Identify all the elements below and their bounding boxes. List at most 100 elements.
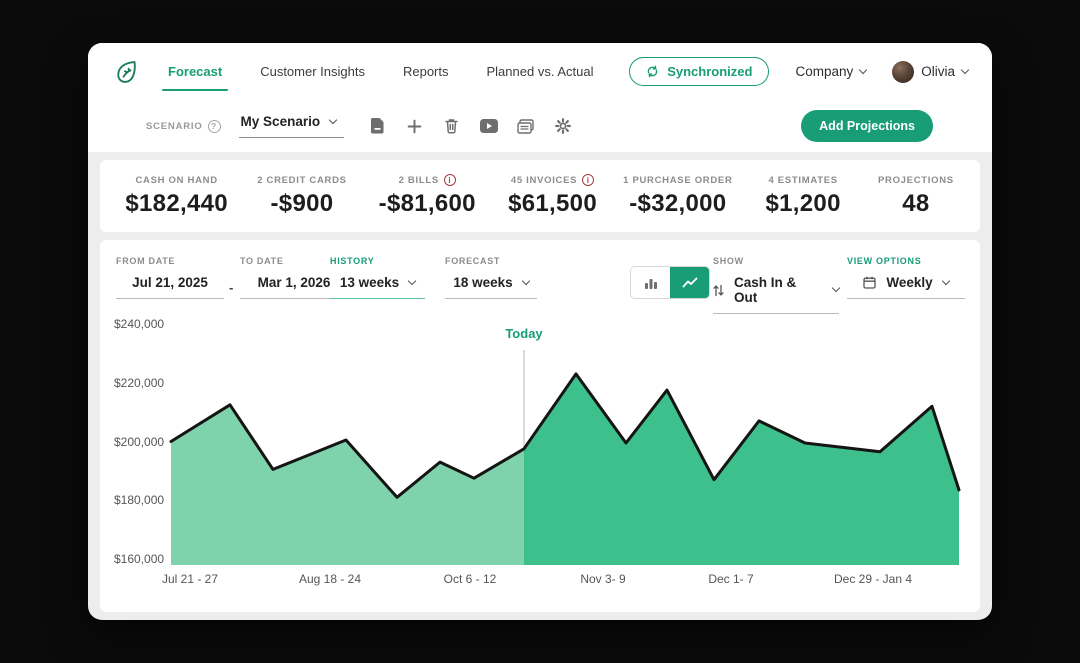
- to-date-label: TO DATE: [240, 256, 284, 266]
- stat-credit-cards[interactable]: 2 CREDIT CARDS -$900: [239, 175, 364, 218]
- chevron-down-icon: [407, 276, 417, 285]
- x-axis-tick: Dec 1- 7: [708, 572, 754, 586]
- chevron-down-icon: [831, 283, 841, 293]
- user-name: Olivia: [921, 64, 955, 79]
- app-logo-icon[interactable]: [112, 57, 142, 87]
- scenario-select[interactable]: My Scenario: [238, 114, 344, 138]
- stat-estimates[interactable]: 4 ESTIMATES $1,200: [740, 175, 865, 218]
- sync-icon: [646, 65, 659, 78]
- app-window: Forecast Customer Insights Reports Plann…: [88, 43, 992, 620]
- sync-label: Synchronized: [667, 64, 753, 79]
- area-forecast: [524, 373, 959, 565]
- scenario-toolbar: SCENARIO ? My Scenario: [88, 100, 992, 152]
- duplicate-scenario-icon[interactable]: [368, 116, 388, 136]
- video-tutorial-icon[interactable]: [479, 116, 499, 136]
- tab-label: Forecast: [168, 64, 223, 79]
- to-date-field[interactable]: TO DATE Mar 1, 2026: [240, 256, 348, 299]
- scenario-label-text: SCENARIO: [146, 120, 203, 132]
- tab-label: Reports: [402, 64, 449, 79]
- to-date-value: Mar 1, 2026: [257, 275, 331, 290]
- history-label: HISTORY: [330, 256, 375, 266]
- tab-reports[interactable]: Reports: [403, 58, 449, 85]
- chevron-down-icon: [858, 65, 868, 74]
- stat-value: $1,200: [765, 189, 841, 217]
- user-menu[interactable]: Olivia: [892, 60, 970, 83]
- stat-invoices[interactable]: 45 INVOICES i $61,500: [490, 174, 615, 218]
- chevron-down-icon: [521, 276, 530, 285]
- show-value: Cash In & Out: [734, 275, 797, 305]
- company-label: Company: [795, 64, 854, 79]
- stat-bills[interactable]: 2 BILLS i -$81,600: [365, 174, 490, 218]
- add-projections-button[interactable]: Add Projections: [801, 110, 933, 142]
- y-axis-tick: $220,000: [114, 375, 165, 390]
- x-axis-tick: Aug 18 - 24: [298, 572, 362, 586]
- bar-chart-toggle-button[interactable]: [631, 267, 670, 298]
- x-axis-tick: Dec 29 - Jan 4: [833, 572, 913, 586]
- settings-gear-icon[interactable]: [553, 116, 573, 136]
- from-date-field[interactable]: FROM DATE Jul 21, 2025: [116, 256, 224, 299]
- x-axis-tick: Oct 6 - 12: [443, 572, 497, 586]
- tab-label: Planned vs. Actual: [486, 64, 594, 79]
- dashboard-body: CASH ON HAND $182,440 2 CREDIT CARDS -$9…: [88, 152, 992, 620]
- help-icon[interactable]: ?: [207, 119, 221, 133]
- chart-type-toggle: [630, 266, 710, 299]
- from-date-label: FROM DATE: [116, 256, 176, 266]
- forecast-label: FORECAST: [445, 256, 501, 266]
- stat-value: $182,440: [125, 189, 228, 217]
- stat-value: 48: [902, 189, 930, 217]
- alert-info-icon[interactable]: i: [443, 174, 456, 186]
- date-range-separator: -: [229, 280, 234, 295]
- scenario-select-value: My Scenario: [240, 114, 321, 129]
- y-axis-tick: $240,000: [114, 317, 165, 331]
- add-scenario-icon[interactable]: [405, 116, 425, 136]
- stat-value: -$81,600: [378, 190, 476, 217]
- stats-summary-bar: CASH ON HAND $182,440 2 CREDIT CARDS -$9…: [100, 160, 980, 232]
- avatar: [892, 60, 915, 83]
- x-axis-tick: Nov 3- 9: [580, 572, 626, 586]
- chevron-down-icon: [328, 115, 338, 124]
- tab-customer-insights[interactable]: Customer Insights: [260, 58, 365, 85]
- line-chart-toggle-button[interactable]: [670, 267, 709, 298]
- cashflow-area-chart[interactable]: [169, 324, 961, 569]
- nav-tabs: Forecast Customer Insights Reports Plann…: [162, 58, 629, 91]
- company-dropdown[interactable]: Company: [795, 64, 868, 79]
- y-axis-tick: $180,000: [114, 493, 165, 508]
- delete-scenario-icon[interactable]: [442, 116, 462, 136]
- view-options-value: Weekly: [886, 275, 933, 290]
- history-dropdown[interactable]: HISTORY 13 weeks: [330, 256, 425, 299]
- tab-label: Customer Insights: [260, 64, 365, 79]
- synchronized-button[interactable]: Synchronized: [629, 57, 770, 86]
- header-right: Synchronized Company Olivia: [629, 57, 970, 86]
- x-axis-tick: Jul 21 - 27: [161, 572, 219, 586]
- stat-label: 2 BILLS: [398, 174, 439, 186]
- show-label: SHOW: [713, 256, 744, 266]
- view-options-label: VIEW OPTIONS: [847, 256, 922, 266]
- tab-forecast[interactable]: Forecast: [162, 58, 229, 91]
- export-pdf-icon[interactable]: [516, 116, 536, 136]
- stat-label: 4 ESTIMATES: [768, 174, 838, 186]
- stat-label: 2 CREDIT CARDS: [257, 174, 347, 186]
- stat-value: -$32,000: [629, 189, 727, 217]
- view-options-dropdown[interactable]: VIEW OPTIONS Weekly: [847, 256, 965, 299]
- top-nav: Forecast Customer Insights Reports Plann…: [88, 43, 992, 100]
- stat-label: 45 INVOICES: [510, 174, 578, 186]
- y-axis-tick: $160,000: [114, 552, 165, 566]
- from-date-value: Jul 21, 2025: [132, 275, 208, 290]
- stat-cash-on-hand[interactable]: CASH ON HAND $182,440: [114, 175, 239, 218]
- stat-projections[interactable]: PROJECTIONS 48: [866, 175, 966, 218]
- stat-purchase-order[interactable]: 1 PURCHASE ORDER -$32,000: [615, 175, 740, 218]
- stat-label: PROJECTIONS: [878, 174, 954, 186]
- today-marker-label: Today: [505, 326, 543, 341]
- stat-label: CASH ON HAND: [135, 174, 218, 186]
- show-dropdown[interactable]: SHOW Cash In & Out: [713, 256, 841, 314]
- forecast-dropdown[interactable]: FORECAST 18 weeks: [445, 256, 537, 299]
- stat-value: -$900: [270, 189, 334, 217]
- area-history: [171, 404, 524, 565]
- forecast-chart-card: FROM DATE Jul 21, 2025 - TO DATE Mar 1, …: [100, 240, 980, 612]
- cashflow-line: [169, 372, 961, 499]
- chevron-down-icon: [941, 276, 950, 285]
- tab-planned-vs-actual[interactable]: Planned vs. Actual: [487, 58, 594, 85]
- scenario-actions: [368, 116, 573, 136]
- y-axis-tick: $200,000: [114, 434, 165, 449]
- alert-info-icon[interactable]: i: [582, 174, 595, 186]
